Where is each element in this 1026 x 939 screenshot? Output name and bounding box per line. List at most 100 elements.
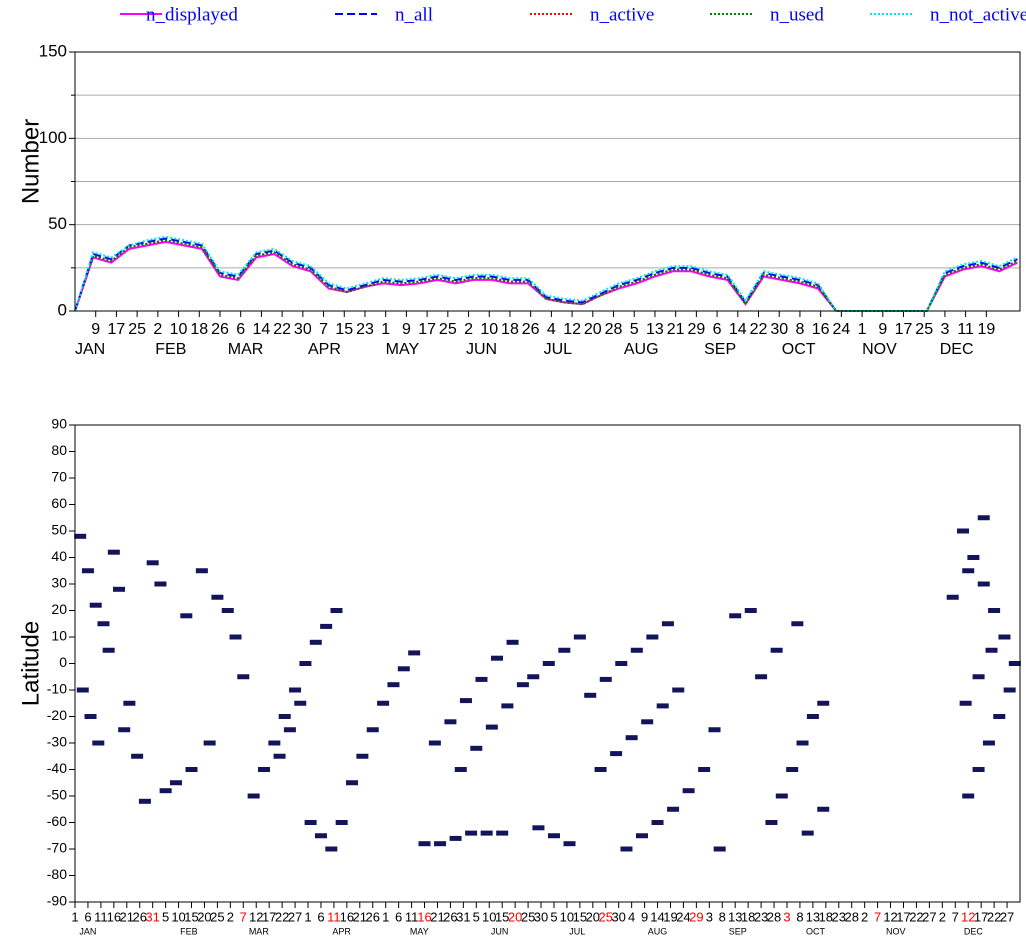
y-tick-label: 90 bbox=[51, 416, 67, 432]
y-tick-label: 50 bbox=[51, 522, 67, 538]
plot-frame bbox=[74, 424, 1021, 903]
x-tick-label: 2 bbox=[861, 909, 868, 924]
x-tick-label: 27 bbox=[288, 909, 302, 924]
data-dash bbox=[325, 846, 338, 852]
y-tick-label: -10 bbox=[47, 681, 67, 697]
x-tick-label: 30 bbox=[611, 909, 625, 924]
series-line bbox=[74, 239, 1018, 312]
y-tick-label: -90 bbox=[47, 893, 67, 909]
y-tick-label: -30 bbox=[47, 734, 67, 750]
x-tick-label: 13 bbox=[646, 321, 664, 338]
x-tick-label: 22 bbox=[909, 909, 923, 924]
data-dash bbox=[594, 767, 607, 772]
data-dash bbox=[221, 608, 234, 613]
series-line bbox=[74, 237, 1018, 312]
data-dash bbox=[584, 692, 597, 698]
x-tick-label: 21 bbox=[120, 909, 134, 924]
data-dash bbox=[765, 820, 778, 825]
legend-label: n_displayed bbox=[146, 4, 238, 25]
data-dash bbox=[682, 788, 695, 794]
data-dash bbox=[408, 650, 421, 656]
x-tick-label: 1 bbox=[858, 321, 867, 338]
x-tick-label: 25 bbox=[599, 909, 613, 924]
x-tick-label: 4 bbox=[547, 321, 556, 338]
x-tick-label: 2 bbox=[153, 321, 162, 338]
data-dash bbox=[620, 846, 633, 852]
x-tick-label: 7 bbox=[952, 909, 959, 924]
month-label: FEB bbox=[180, 926, 198, 936]
x-tick-label: 12 bbox=[883, 909, 897, 924]
y-axis-title: Number bbox=[17, 119, 44, 204]
legend-label: n_used bbox=[770, 4, 824, 25]
data-dash bbox=[444, 719, 457, 725]
data-dash bbox=[496, 830, 509, 836]
legend-label: n_all bbox=[395, 4, 433, 25]
data-dash bbox=[962, 793, 975, 799]
data-dash bbox=[558, 647, 571, 653]
x-tick-label: 14 bbox=[650, 909, 664, 924]
data-dash bbox=[713, 846, 726, 852]
month-label: JAN bbox=[75, 341, 105, 358]
x-tick-label: 6 bbox=[317, 909, 324, 924]
data-dash bbox=[278, 714, 291, 719]
x-tick-label: 14 bbox=[253, 321, 271, 338]
data-dash bbox=[418, 841, 431, 847]
data-dash bbox=[698, 767, 711, 772]
month-label: AUG bbox=[648, 926, 668, 936]
x-tick-label: 15 bbox=[495, 909, 509, 924]
data-dash bbox=[314, 833, 327, 839]
data-dash bbox=[475, 676, 488, 682]
data-dash bbox=[527, 674, 540, 680]
y-tick-label: 10 bbox=[51, 628, 67, 644]
x-tick-label: 20 bbox=[197, 909, 211, 924]
data-dash bbox=[97, 621, 110, 627]
x-tick-label: 15 bbox=[184, 909, 198, 924]
x-tick-label: 30 bbox=[770, 321, 788, 338]
legend-label: n_active bbox=[590, 4, 654, 25]
x-tick-label: 27 bbox=[1000, 909, 1014, 924]
x-tick-label: 22 bbox=[275, 909, 289, 924]
month-label: FEB bbox=[155, 341, 186, 358]
x-tick-label: 10 bbox=[170, 321, 188, 338]
y-tick-label: -50 bbox=[47, 787, 67, 803]
data-dash bbox=[146, 560, 159, 566]
x-tick-label: 17 bbox=[895, 321, 913, 338]
data-dash bbox=[138, 798, 151, 804]
x-tick-label: 31 bbox=[456, 909, 470, 924]
month-label: MAY bbox=[386, 341, 420, 358]
x-tick-label: 15 bbox=[335, 321, 353, 338]
data-dash bbox=[636, 833, 648, 839]
x-tick-label: 1 bbox=[381, 321, 390, 338]
x-tick-label: 17 bbox=[418, 321, 436, 338]
data-dash bbox=[428, 740, 441, 746]
data-dash bbox=[118, 727, 131, 733]
x-tick-label: 25 bbox=[210, 909, 224, 924]
data-dash bbox=[801, 830, 814, 836]
data-dash bbox=[74, 533, 87, 539]
data-dash bbox=[1003, 687, 1016, 693]
x-tick-label: 6 bbox=[395, 909, 402, 924]
x-tick-label: 5 bbox=[473, 909, 480, 924]
month-label: MAR bbox=[249, 926, 270, 936]
x-tick-label: 16 bbox=[107, 909, 121, 924]
y-tick-label: 40 bbox=[51, 548, 67, 564]
month-label: JUN bbox=[466, 341, 497, 358]
x-tick-label: 22 bbox=[273, 321, 291, 338]
x-tick-label: 22 bbox=[750, 321, 768, 338]
x-tick-label: 18 bbox=[741, 909, 755, 924]
data-dash bbox=[84, 714, 97, 719]
x-tick-label: 21 bbox=[667, 321, 685, 338]
data-dash bbox=[806, 714, 819, 719]
x-tick-label: 3 bbox=[706, 909, 713, 924]
data-dash bbox=[449, 835, 462, 841]
data-dash bbox=[387, 682, 400, 688]
data-dash bbox=[309, 639, 322, 645]
x-tick-label: 24 bbox=[676, 909, 690, 924]
series-line bbox=[74, 239, 1018, 312]
x-tick-label: 11 bbox=[405, 909, 419, 924]
x-tick-label: 21 bbox=[353, 909, 367, 924]
x-tick-label: 17 bbox=[108, 321, 126, 338]
x-tick-label: 25 bbox=[521, 909, 535, 924]
x-tick-label: 28 bbox=[844, 909, 858, 924]
x-tick-label: 11 bbox=[94, 909, 108, 924]
